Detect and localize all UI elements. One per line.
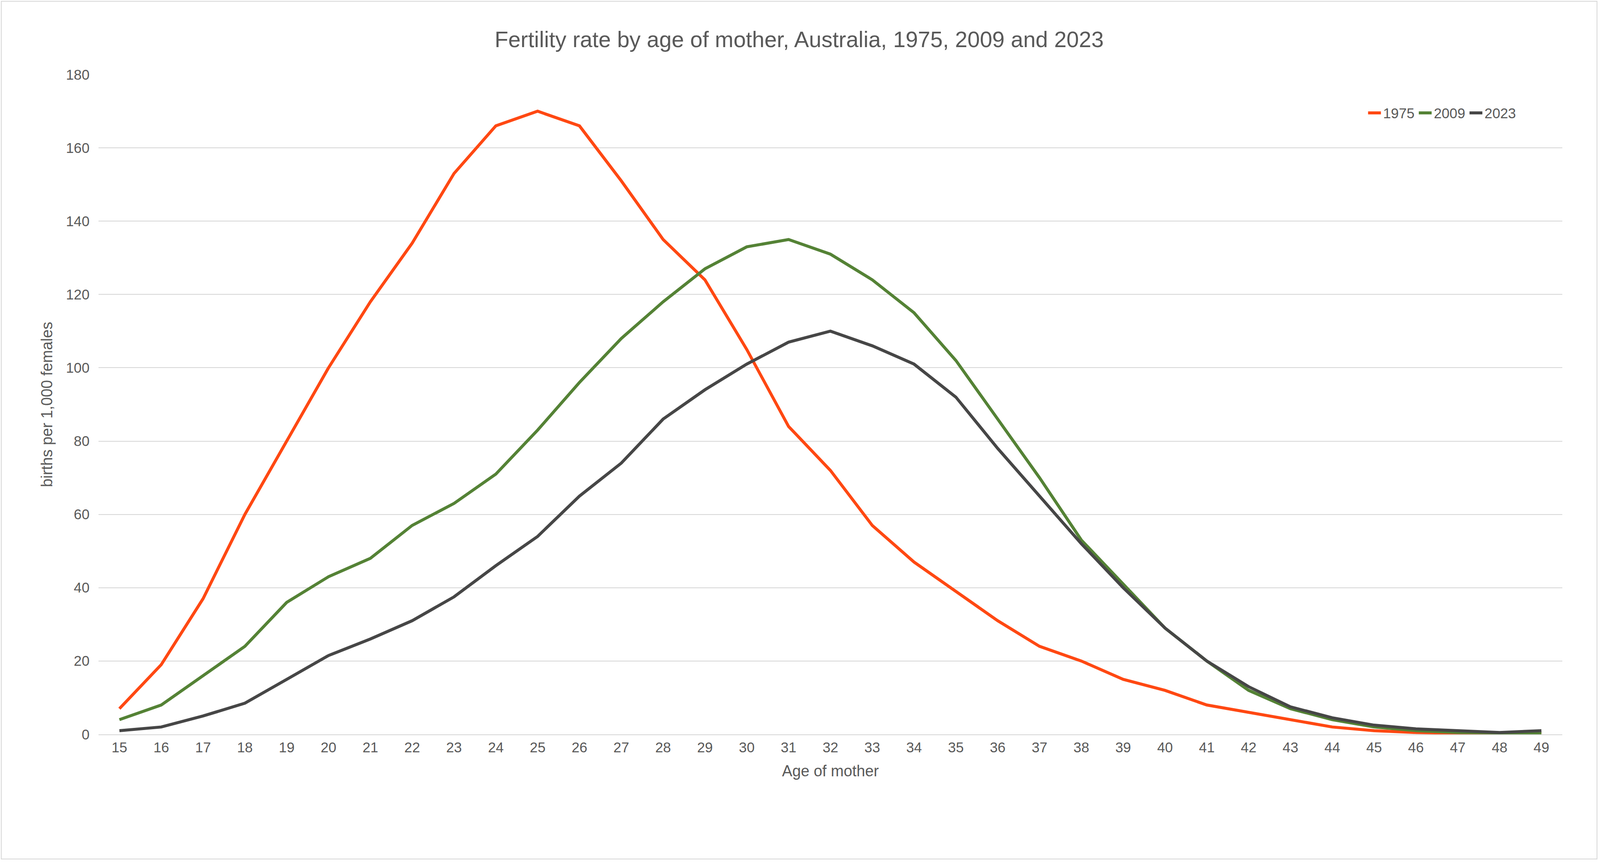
- svg-text:26: 26: [571, 739, 588, 756]
- svg-text:40: 40: [1157, 739, 1174, 756]
- svg-text:22: 22: [404, 739, 421, 756]
- svg-text:33: 33: [864, 739, 881, 756]
- svg-text:45: 45: [1366, 739, 1383, 756]
- svg-text:births per 1,000 females: births per 1,000 females: [38, 321, 56, 487]
- svg-text:34: 34: [906, 739, 923, 756]
- svg-text:36: 36: [989, 739, 1006, 756]
- svg-text:35: 35: [948, 739, 965, 756]
- svg-text:44: 44: [1324, 739, 1341, 756]
- svg-text:32: 32: [822, 739, 839, 756]
- svg-text:43: 43: [1282, 739, 1299, 756]
- svg-text:17: 17: [195, 739, 212, 756]
- svg-text:39: 39: [1115, 739, 1132, 756]
- svg-text:60: 60: [73, 506, 90, 523]
- svg-text:37: 37: [1031, 739, 1048, 756]
- svg-text:46: 46: [1408, 739, 1424, 756]
- svg-text:120: 120: [65, 286, 90, 303]
- svg-text:80: 80: [73, 432, 90, 449]
- svg-text:41: 41: [1199, 739, 1215, 756]
- svg-text:49: 49: [1533, 739, 1550, 756]
- svg-text:2009: 2009: [1433, 105, 1466, 122]
- svg-text:31: 31: [780, 739, 797, 756]
- svg-text:2023: 2023: [1484, 105, 1516, 122]
- svg-text:Age of mother: Age of mother: [782, 761, 879, 780]
- svg-text:30: 30: [738, 739, 755, 756]
- svg-text:28: 28: [655, 739, 672, 756]
- svg-text:1975: 1975: [1382, 105, 1415, 122]
- svg-text:27: 27: [613, 739, 630, 756]
- svg-text:0: 0: [81, 726, 90, 743]
- svg-text:38: 38: [1073, 739, 1090, 756]
- svg-text:25: 25: [529, 739, 546, 756]
- svg-text:40: 40: [73, 579, 90, 596]
- svg-text:19: 19: [278, 739, 295, 756]
- svg-text:20: 20: [320, 739, 337, 756]
- svg-text:16: 16: [153, 739, 170, 756]
- svg-text:160: 160: [65, 140, 90, 156]
- svg-text:18: 18: [236, 739, 253, 756]
- svg-text:100: 100: [65, 359, 90, 376]
- svg-text:48: 48: [1491, 739, 1508, 756]
- svg-text:21: 21: [362, 739, 379, 756]
- svg-text:42: 42: [1240, 739, 1257, 756]
- svg-text:180: 180: [65, 66, 90, 83]
- svg-text:29: 29: [697, 739, 714, 756]
- svg-text:15: 15: [111, 739, 128, 756]
- svg-text:20: 20: [73, 652, 90, 669]
- svg-text:140: 140: [65, 213, 90, 230]
- svg-text:47: 47: [1450, 739, 1466, 756]
- svg-text:24: 24: [487, 739, 504, 756]
- svg-text:23: 23: [446, 739, 463, 756]
- svg-text:Fertility rate by age of mothe: Fertility rate by age of mother, Austral…: [494, 26, 1104, 52]
